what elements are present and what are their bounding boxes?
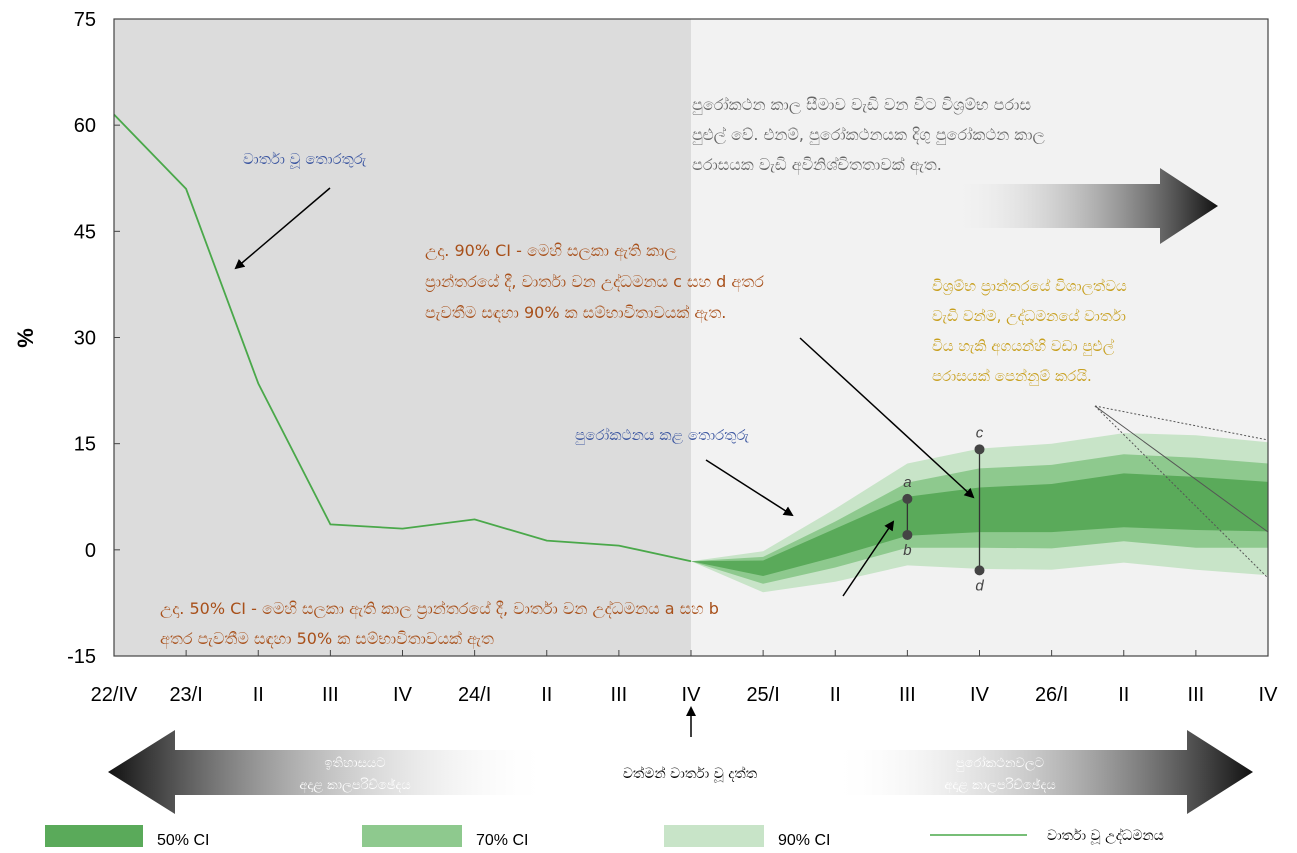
legend-label-ci70: 70% CI <box>476 832 528 849</box>
x-tick-label: 23/I <box>169 684 202 706</box>
x-tick-label: IV <box>970 684 990 706</box>
ci90-example-arrow <box>799 337 975 499</box>
ci90-example-3: පැවතීම සඳහා 90% ක සම්භාවිතාවයක් ඇත. <box>425 303 726 323</box>
width-text-4: පරාසයක් පෙන්නුම් කරයි. <box>932 367 1092 386</box>
marker-label-b: b <box>903 542 911 559</box>
y-tick-label: 0 <box>85 540 96 562</box>
ci90-example-2: ප්‍රාන්තරයේ දී, වාර්තා වන උද්ධමනය c සහ d… <box>425 272 764 292</box>
annotations: වාර්තා වූ තොරතුරු පුරෝකථනය කළ තොරතුරු පු… <box>160 95 1127 649</box>
actual-inflation-series <box>113 113 692 563</box>
interval-markers: a b c d <box>902 424 985 594</box>
width-text-1: විශ්‍රම්භ ප්‍රාන්තරයේ විශාලත්වය <box>932 277 1127 296</box>
x-tick-label: III <box>611 684 628 706</box>
marker-label-a: a <box>903 474 911 491</box>
y-tick-label: 60 <box>74 115 96 137</box>
projection-arrow-text-1: පුරෝකථනවලට <box>956 755 1045 771</box>
current-data-label: වත්මන් වාර්තා වූ දත්ත <box>623 766 758 783</box>
legend-label-ci50: 50% CI <box>157 832 209 849</box>
legend-swatch-ci50 <box>45 825 143 847</box>
y-tick-label: -15 <box>67 646 96 668</box>
x-tick-label: II <box>830 684 841 706</box>
legend-swatch-ci70 <box>362 825 462 847</box>
y-axis-label: % <box>13 328 38 348</box>
history-arrow-text-2: අදාළ කාලපරිච්ඡේදය <box>299 777 410 793</box>
widening-lines <box>1094 405 1269 579</box>
x-tick-label: 26/I <box>1035 684 1068 706</box>
marker-point-a <box>902 493 913 504</box>
actual-inflation-line <box>113 113 692 563</box>
ci50-example-arrow <box>842 520 895 597</box>
marker-label-c: c <box>976 424 984 441</box>
marker-point-d <box>974 565 985 576</box>
reported-info-label: වාර්තා වූ තොරතුරු <box>243 150 367 169</box>
x-tick-label: IV <box>682 684 702 706</box>
ci50-example-2: අතර පැවතීම සඳහා 50% ක සම්භාවිතාවයක් ඇත <box>160 629 494 649</box>
x-tick-label: II <box>1118 684 1129 706</box>
horizon-text-3: පරාසයක වැඩි අවිනිශ්චිතතාවක් ඇත. <box>692 155 942 175</box>
x-tick-label: III <box>322 684 339 706</box>
x-tick-label: 25/I <box>746 684 779 706</box>
projection-period-arrow: පුරෝකථනවලට අදාළ කාලපරිච්ඡේදය <box>830 730 1253 814</box>
horizon-text-1: පුරෝකථන කාල සීමාව වැඩි වන විට විශ්‍රම්භ … <box>692 95 1031 115</box>
marker-point-c <box>974 444 985 455</box>
history-background <box>114 19 691 656</box>
forecast-info-label: පුරෝකථනය කළ තොරතුරු <box>575 426 749 445</box>
marker-point-b <box>902 529 913 540</box>
y-tick-label: 30 <box>74 328 96 350</box>
x-tick-label: II <box>253 684 264 706</box>
forecast-info-arrow <box>705 459 794 517</box>
legend-swatch-ci90 <box>664 825 764 847</box>
history-period-arrow: ඉතිහාසයට අදාළ කාලපරිච්ඡේදය <box>108 730 550 814</box>
y-tick-label: 15 <box>74 434 96 456</box>
x-tick-label: III <box>899 684 916 706</box>
legend-label-actual: වාර්තා වූ උද්ධමනය <box>1047 828 1164 845</box>
marker-label-d: d <box>975 577 984 594</box>
horizon-arrow <box>950 168 1218 244</box>
history-arrow-text-1: ඉතිහාසයට <box>324 756 385 771</box>
x-tick-label: 22/IV <box>91 684 138 706</box>
reported-info-arrow <box>234 187 331 270</box>
x-tick-label: IV <box>1259 684 1279 706</box>
ci50-example-1: උදා. 50% CI - මෙහි සලකා ඇති කාල ප්‍රාන්ත… <box>160 599 719 619</box>
y-tick-label: 75 <box>74 9 96 31</box>
y-tick-label: 45 <box>74 221 96 243</box>
projection-arrow-text-2: අදාළ කාලපරිච්ඡේදය <box>944 777 1055 793</box>
width-text-3: විය හැකි අගයන්හි වඩා පුළුල් <box>932 337 1115 356</box>
x-tick-label: II <box>541 684 552 706</box>
horizon-text-2: පුළුල් වේ. එනම්, පුරෝකථනයක දිගු පුරෝකථන … <box>692 125 1045 145</box>
width-text-2: වැඩි වන්ම, උද්ධමනයේ වාර්තා <box>932 307 1126 325</box>
legend: 50% CI 70% CI 90% CI වාර්තා වූ උද්ධමනය <box>45 825 1164 849</box>
x-tick-label: IV <box>393 684 413 706</box>
ci90-example-1: උදා. 90% CI - මෙහි සලකා ඇති කාල <box>425 241 677 261</box>
legend-label-ci90: 90% CI <box>778 832 830 849</box>
x-tick-label: 24/I <box>458 684 491 706</box>
x-tick-label: III <box>1188 684 1205 706</box>
